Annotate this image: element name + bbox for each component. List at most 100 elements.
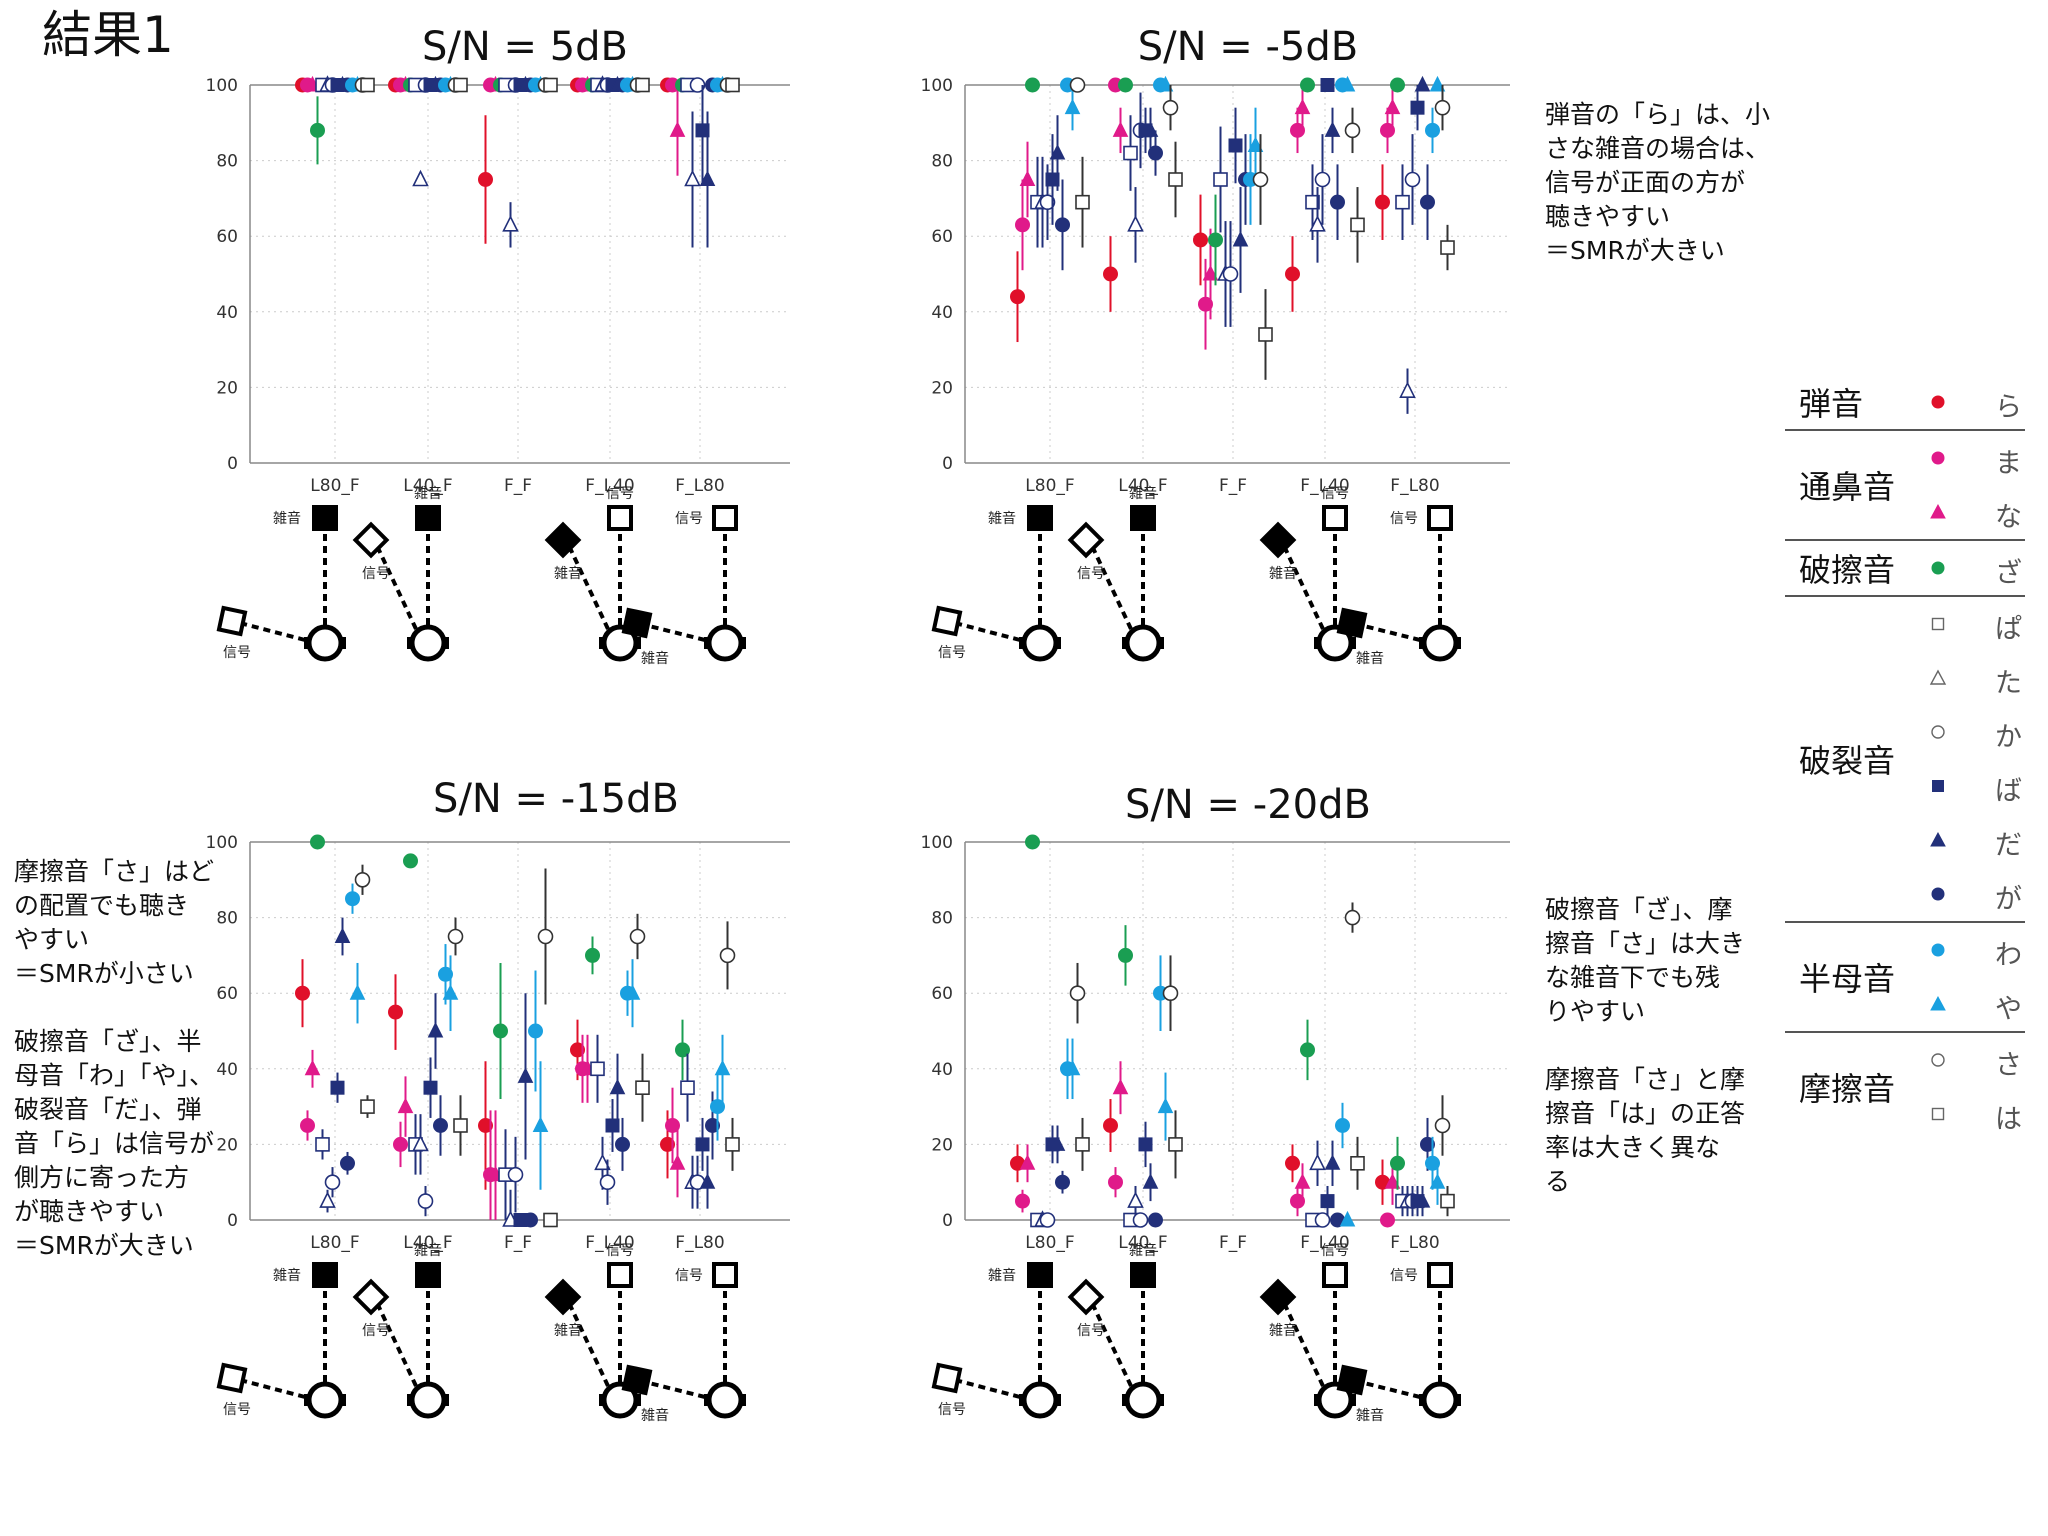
- noise-speaker-icon: [621, 1364, 653, 1396]
- data-point-ra: [295, 985, 310, 1001]
- note-line: の配置でも聴き: [14, 891, 190, 920]
- y-tick-label: 100: [206, 76, 238, 96]
- data-point-ya: [1157, 1097, 1174, 1114]
- data-point-ka: [1314, 171, 1331, 188]
- listener-head-icon: [306, 1381, 344, 1419]
- noise-speaker-icon: [1130, 1262, 1156, 1288]
- data-point-ha: [1168, 172, 1183, 187]
- data-point-za: [1025, 834, 1040, 850]
- listener-head-icon: [306, 624, 344, 662]
- noise-label: 雑音: [641, 650, 669, 667]
- signal-speaker-icon: [1427, 505, 1453, 531]
- noise-label: 雑音: [988, 510, 1016, 527]
- legend-kana: ば: [1995, 776, 2022, 807]
- legend-kana: ま: [1995, 448, 2022, 479]
- y-tick-label: 20: [216, 378, 238, 398]
- x-tick-label: F_L80: [675, 1233, 724, 1253]
- noise-speaker-icon: [1336, 1364, 1368, 1396]
- noise-speaker-icon: [1259, 521, 1297, 559]
- x-tick-label: F_F: [1219, 476, 1247, 496]
- listener-head-icon: [1021, 624, 1059, 662]
- data-point-ba: [1410, 100, 1425, 115]
- data-point-ra: [570, 1042, 585, 1058]
- data-point-ba: [423, 1080, 438, 1095]
- legend-marker-ma: [1931, 451, 1945, 465]
- x-tick-label: F_F: [504, 1233, 532, 1253]
- noise-speaker-icon: [312, 1262, 338, 1288]
- x-tick-label: F_F: [1219, 1233, 1247, 1253]
- data-point-ya: [1157, 75, 1174, 92]
- noise-label: 雑音: [641, 1407, 669, 1424]
- noise-label: 雑音: [1356, 1407, 1384, 1424]
- noise-label: 雑音: [554, 565, 582, 582]
- legend-item-da: だ: [1785, 813, 2025, 867]
- data-point-ga: [433, 1118, 448, 1133]
- legend-marker-sa: [1931, 1053, 1945, 1067]
- legend-group: 弾音 ら: [1785, 375, 2025, 431]
- data-point-da: [1414, 1191, 1431, 1208]
- ear-icon: [599, 1394, 604, 1406]
- ear-icon: [1019, 637, 1024, 649]
- data-point-ta: [1309, 215, 1326, 232]
- data-point-ta: [502, 215, 519, 232]
- y-tick-label: 60: [216, 984, 238, 1004]
- legend: 弾音 ら通鼻音 まな破擦音 ざ破裂音 ぱたかばだが半母音 わや摩擦音 さは: [1785, 375, 2025, 1141]
- data-point-ra: [1285, 266, 1300, 282]
- data-point-ga: [1420, 194, 1435, 210]
- data-point-ya: [1247, 136, 1264, 152]
- data-point-na: [1019, 170, 1036, 186]
- data-point-ka: [1314, 1212, 1331, 1228]
- signal-speaker-icon: [352, 521, 390, 559]
- data-point-ba: [1138, 1137, 1153, 1152]
- ear-icon: [1419, 1394, 1424, 1406]
- x-tick-label: F_L40: [585, 476, 634, 496]
- ear-icon: [341, 1394, 346, 1406]
- data-point-ha: [1440, 1193, 1455, 1209]
- listener-head-icon: [1421, 624, 1459, 662]
- signal-speaker-icon: [931, 1362, 963, 1394]
- note-bottom-right: 破擦音「ざ」、摩 擦音「さ」は大き な雑音下でも残 りやすい 摩擦音「さ」と摩 …: [1545, 893, 1745, 1199]
- data-point-ha: [453, 1118, 468, 1133]
- noise-label: 雑音: [414, 1242, 442, 1259]
- y-tick-label: 20: [931, 1135, 953, 1155]
- data-point-ta: [1127, 215, 1144, 232]
- legend-marker-za: [1931, 561, 1945, 575]
- data-point-na: [397, 1097, 414, 1114]
- ear-icon: [1122, 1394, 1127, 1406]
- data-point-ga: [340, 1155, 355, 1171]
- data-point-ma: [665, 1118, 680, 1133]
- legend-group: 通鼻音 まな: [1785, 431, 2025, 541]
- data-point-za: [403, 853, 418, 869]
- data-point-ba: [330, 1080, 345, 1095]
- data-point-ma: [1290, 122, 1305, 138]
- y-tick-label: 40: [216, 1060, 238, 1080]
- x-tick-label: F_L80: [1390, 476, 1439, 496]
- data-point-ba: [605, 1118, 620, 1133]
- data-point-ba: [1045, 172, 1060, 187]
- data-point-ta: [1399, 381, 1416, 398]
- noise-label: 雑音: [1356, 650, 1384, 667]
- data-point-ha: [360, 1099, 375, 1114]
- data-point-za: [1390, 77, 1405, 93]
- chart-title: S/N = -20dB: [1125, 782, 1371, 828]
- x-tick-label: L40_F: [403, 1233, 452, 1253]
- data-point-ha: [453, 77, 468, 93]
- data-point-za: [310, 834, 325, 850]
- data-point-ba: [695, 1137, 710, 1152]
- data-point-ra: [1103, 1118, 1118, 1133]
- signal-speaker-icon: [712, 505, 738, 531]
- noise-speaker-icon: [415, 505, 441, 531]
- dashed-line: [954, 1378, 1021, 1399]
- data-point-sa: [354, 871, 371, 888]
- noise-label: 雑音: [1129, 1242, 1157, 1259]
- data-point-sa: [1252, 171, 1269, 188]
- noise-label: 雑音: [1129, 485, 1157, 502]
- legend-marker-ra: [1931, 395, 1945, 409]
- data-point-ra: [1103, 266, 1118, 282]
- legend-item-ba: ば: [1785, 759, 2025, 813]
- noise-label: 雑音: [414, 485, 442, 502]
- noise-label: 雑音: [554, 1322, 582, 1339]
- y-tick-label: 100: [921, 833, 953, 853]
